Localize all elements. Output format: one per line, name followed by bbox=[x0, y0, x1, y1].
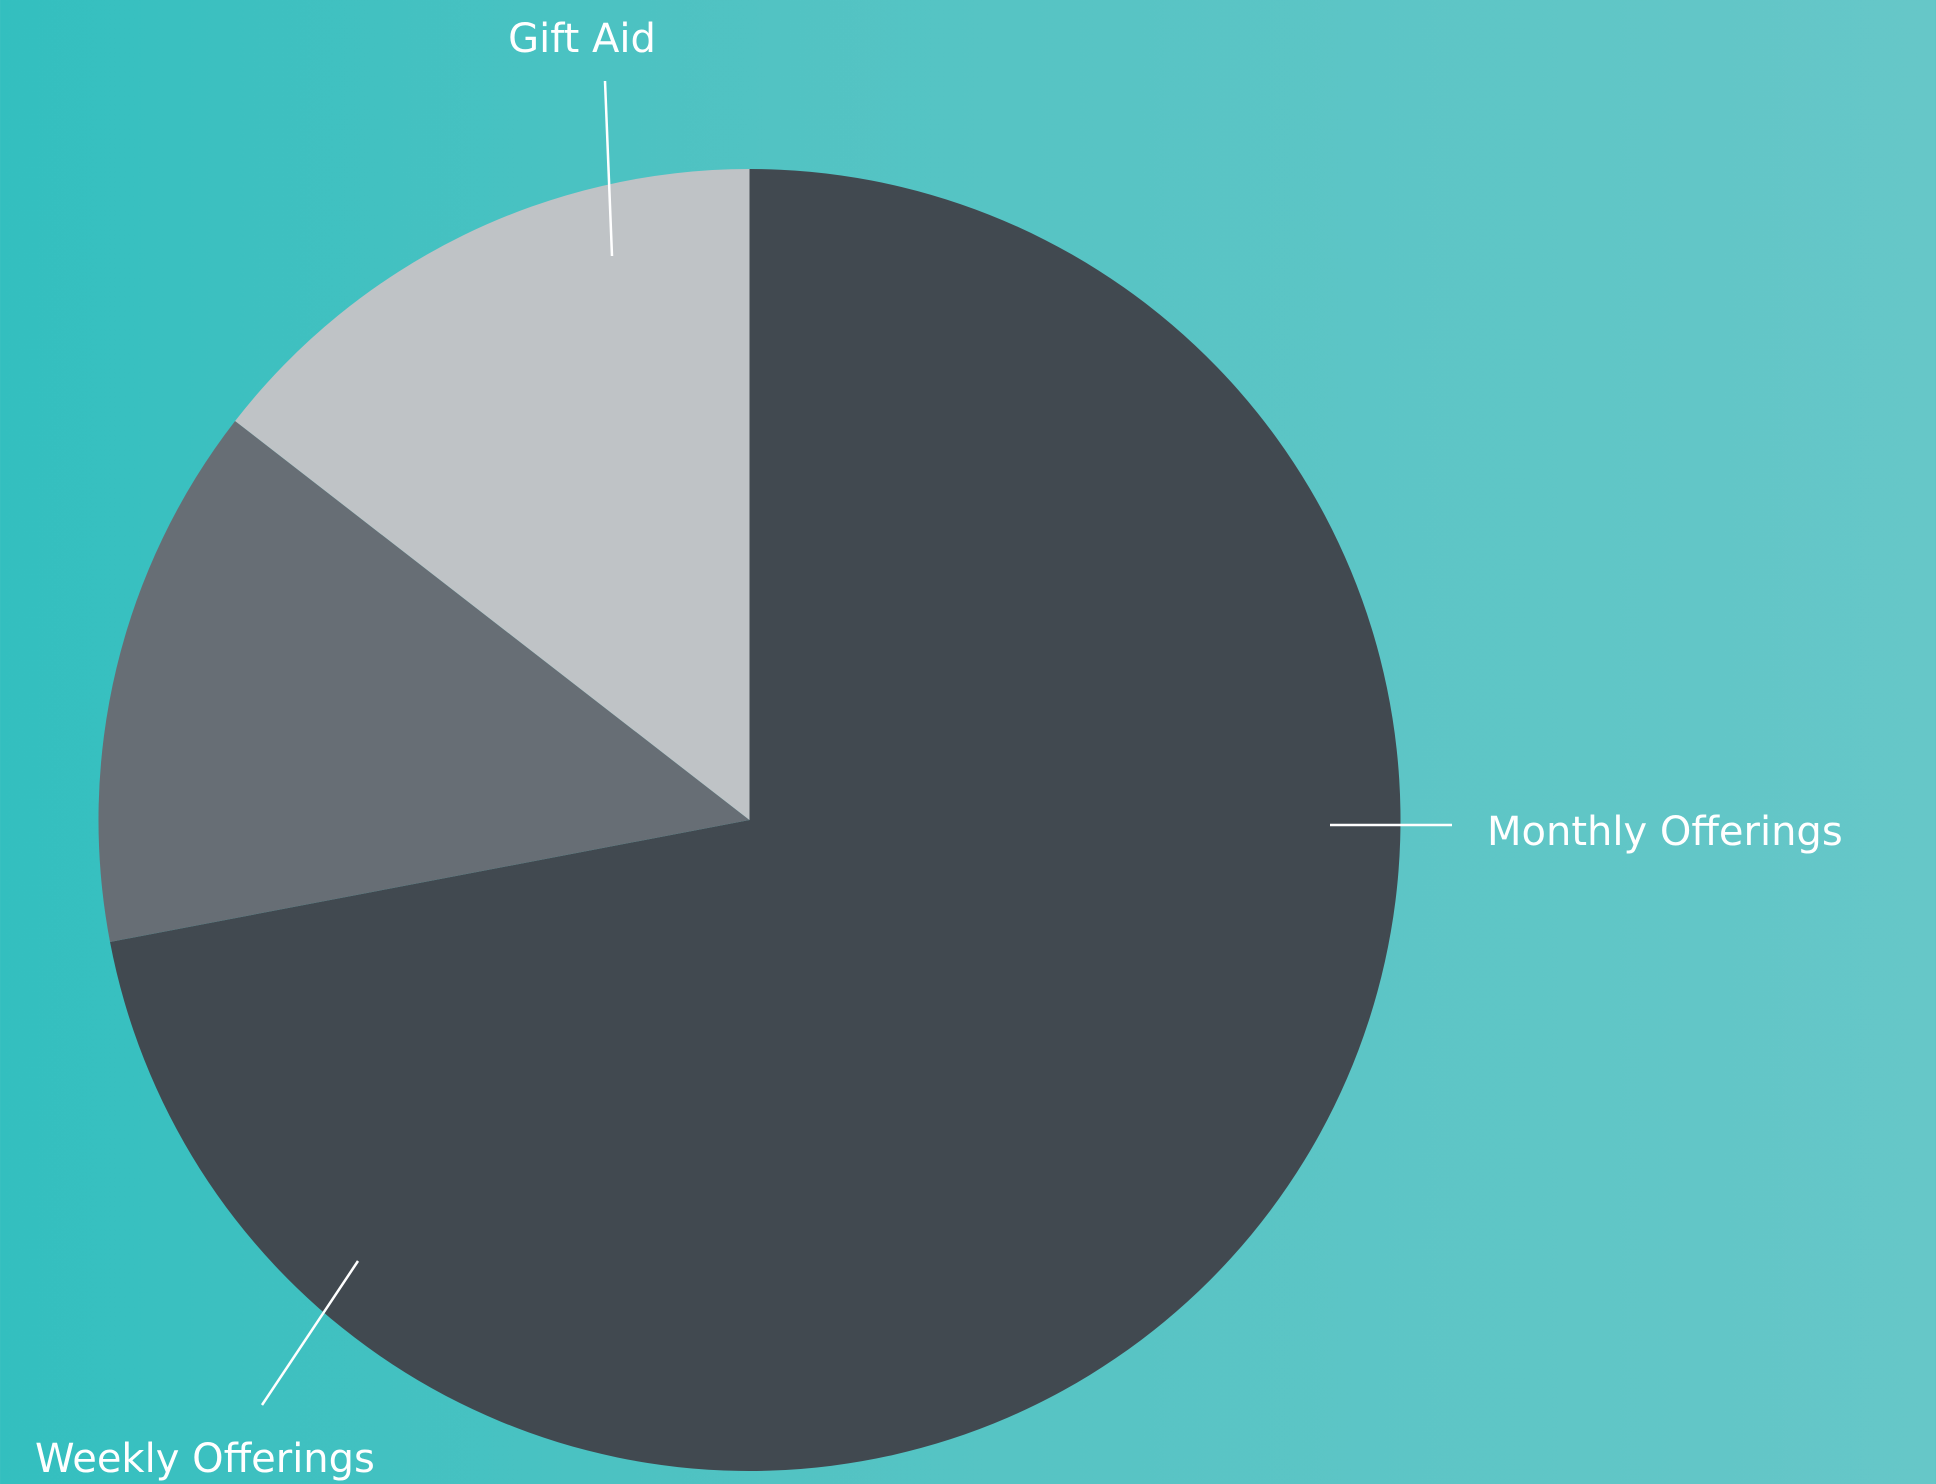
slice-label: Weekly Offerings bbox=[35, 1436, 375, 1482]
pie-slice bbox=[235, 169, 750, 820]
leader-line bbox=[603, 80, 614, 257]
slice-label: Gift Aid bbox=[508, 16, 656, 62]
slice-label: Monthly Offerings bbox=[1487, 809, 1843, 855]
slices bbox=[98, 169, 1401, 1471]
pie-slice bbox=[98, 420, 750, 942]
pie-slice bbox=[110, 169, 1401, 1471]
leader-line bbox=[260, 1260, 360, 1406]
